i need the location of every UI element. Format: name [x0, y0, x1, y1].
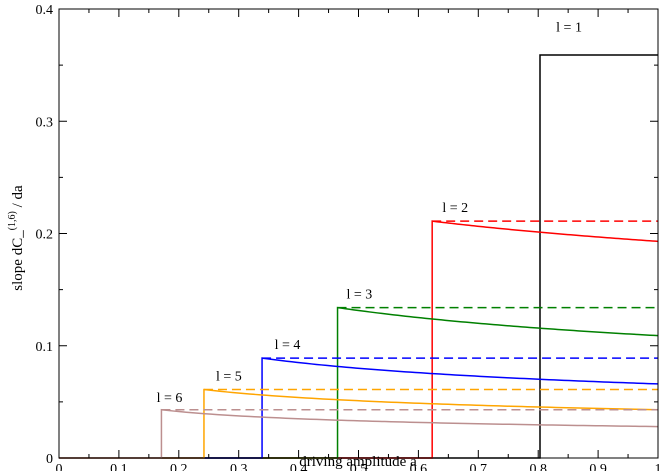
x-tick-label: 0.1: [110, 462, 128, 471]
y-tick-label: 0.4: [36, 3, 54, 18]
y-tick-label: 0.2: [36, 228, 54, 243]
x-tick-label: 0: [56, 462, 63, 471]
ticks-layer: 0 0.1 0.2 0.3 0.4 0.5 0.6 0.7 0.8 0.9 1 0 0.1 0.2 0.3 0…: [36, 3, 662, 471]
series-1-annotation: l = 1: [556, 20, 582, 35]
series-6-annotation: l = 6: [157, 391, 183, 406]
series-4-annotation: l = 4: [275, 338, 301, 353]
series-5-annotation: l = 5: [216, 370, 242, 385]
y-tick-label: 0.3: [36, 115, 54, 130]
x-tick-label: 0.2: [170, 462, 188, 471]
y-axis-title-superscript: (1,6): [7, 211, 18, 230]
series-3-solid-line: [59, 306, 659, 459]
series-2-annotation: l = 2: [442, 201, 468, 216]
x-tick-label: 0.7: [470, 462, 488, 471]
x-tick-label: 0.4: [290, 462, 308, 471]
x-tick-label: 1: [655, 462, 662, 471]
series-4-solid-line: [59, 357, 659, 459]
x-axis-title: driving amplitude a: [299, 454, 417, 470]
x-tick-label: 0.8: [529, 462, 547, 471]
series-layer: [59, 54, 659, 459]
series-1-solid-line: [59, 54, 658, 459]
series-6-solid-line: [59, 408, 659, 459]
y-tick-label: 0.1: [36, 340, 54, 355]
series-5-solid-line: [59, 388, 659, 459]
series-2-solid-line: [59, 220, 659, 459]
y-axis-title-suffix: / da: [10, 185, 26, 211]
x-tick-label: 0.9: [589, 462, 607, 471]
y-axis-title: slope dC_(1,6) / da: [7, 185, 26, 291]
x-tick-label: 0.6: [410, 462, 428, 471]
y-axis-title-prefix: slope dC_: [10, 230, 26, 291]
y-tick-label: 0: [46, 452, 53, 467]
x-tick-label: 0.3: [230, 462, 248, 471]
x-tick-label: 0.5: [350, 462, 368, 471]
annotation-layer: l = 1 l = 2 l = 3 l = 4 l = 5 l = 6: [157, 20, 582, 405]
plot-frame: [58, 8, 659, 459]
series-3-annotation: l = 3: [347, 288, 373, 303]
